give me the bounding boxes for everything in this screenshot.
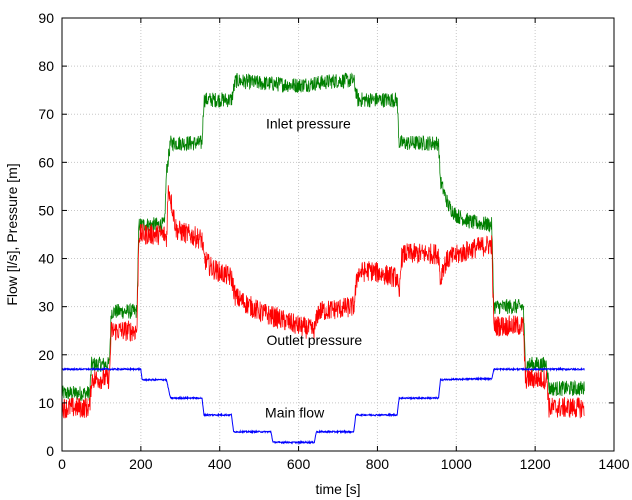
y-tick-label: 30 bbox=[38, 299, 54, 315]
x-tick-label: 1400 bbox=[598, 456, 629, 472]
plot-frame bbox=[61, 17, 615, 452]
series-line-2 bbox=[61, 185, 585, 419]
x-tick-label: 1200 bbox=[520, 456, 551, 472]
y-tick-label: 70 bbox=[38, 106, 54, 122]
annotation-label: Main flow bbox=[265, 404, 325, 420]
y-tick-label: 10 bbox=[38, 395, 54, 411]
x-tick-label: 600 bbox=[287, 456, 311, 472]
x-tick-label: 1000 bbox=[441, 456, 472, 472]
y-tick-label: 60 bbox=[38, 154, 54, 170]
y-tick-label: 20 bbox=[38, 347, 54, 363]
series-line-3 bbox=[61, 366, 585, 445]
annotation-label: Inlet pressure bbox=[266, 116, 351, 132]
y-tick-label: 90 bbox=[38, 10, 54, 26]
x-axis-label: time [s] bbox=[315, 481, 360, 497]
y-tick-label: 80 bbox=[38, 58, 54, 74]
series-line-1 bbox=[61, 72, 585, 401]
x-tick-label: 800 bbox=[366, 456, 390, 472]
y-axis-label: Flow [l/s], Pressure [m] bbox=[4, 163, 20, 305]
x-tick-label: 0 bbox=[58, 456, 66, 472]
annotations: Inlet pressure Outlet pressure Main flow bbox=[265, 116, 362, 421]
y-tick-label: 40 bbox=[38, 251, 54, 267]
axis-ticks: 0 200 400 600 800 1000 1200 1400 0 10 20 30 40 50 60 70… bbox=[38, 10, 629, 472]
annotation-label: Outlet pressure bbox=[266, 332, 362, 348]
y-tick-label: 50 bbox=[38, 202, 54, 218]
y-tick-label: 0 bbox=[46, 443, 54, 459]
x-tick-label: 200 bbox=[129, 456, 153, 472]
series-layer bbox=[61, 72, 585, 445]
x-tick-label: 400 bbox=[208, 456, 232, 472]
